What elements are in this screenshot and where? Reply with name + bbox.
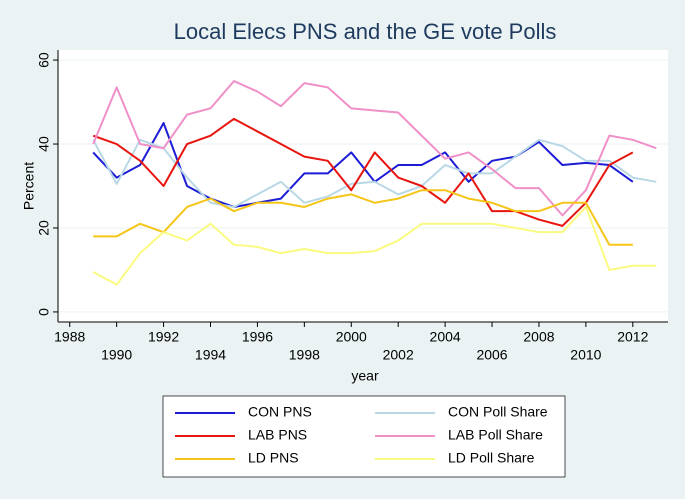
legend-label: LD PNS (248, 450, 299, 466)
x-tick-label: 2002 (383, 347, 414, 363)
y-tick-label: 60 (36, 52, 52, 68)
x-tick-label: 1996 (242, 329, 273, 345)
x-tick-label: 2012 (617, 329, 648, 345)
series-line (92, 138, 657, 208)
x-tick-label: 1992 (148, 329, 179, 345)
x-tick-label: 1998 (289, 347, 320, 363)
y-axis-label: Percent (21, 162, 37, 210)
x-tick-label: 2010 (570, 347, 601, 363)
legend-label: CON PNS (248, 404, 312, 420)
series-line (92, 122, 634, 208)
plot-area (58, 50, 668, 322)
series-line (93, 189, 633, 246)
y-tick-label: 20 (36, 220, 52, 236)
y-tick-label: 0 (36, 308, 52, 316)
legend-label: LAB PNS (248, 427, 307, 443)
series-line (92, 117, 634, 227)
x-tick-label: 1994 (195, 347, 226, 363)
legend-label: CON Poll Share (448, 404, 548, 420)
series-line (92, 80, 657, 217)
y-tick-label: 40 (36, 136, 52, 152)
legend-label: LD Poll Share (448, 450, 535, 466)
legend-label: LAB Poll Share (448, 427, 543, 443)
x-tick-label: 1988 (54, 329, 85, 345)
x-tick-label: 2004 (430, 329, 461, 345)
x-axis-label: year (351, 368, 379, 384)
chart-title: Local Elecs PNS and the GE vote Polls (174, 19, 557, 44)
x-tick-label: 1990 (101, 347, 132, 363)
x-tick-label: 2000 (336, 329, 367, 345)
x-tick-label: 2008 (523, 329, 554, 345)
x-tick-label: 2006 (476, 347, 507, 363)
series-line (92, 205, 657, 286)
